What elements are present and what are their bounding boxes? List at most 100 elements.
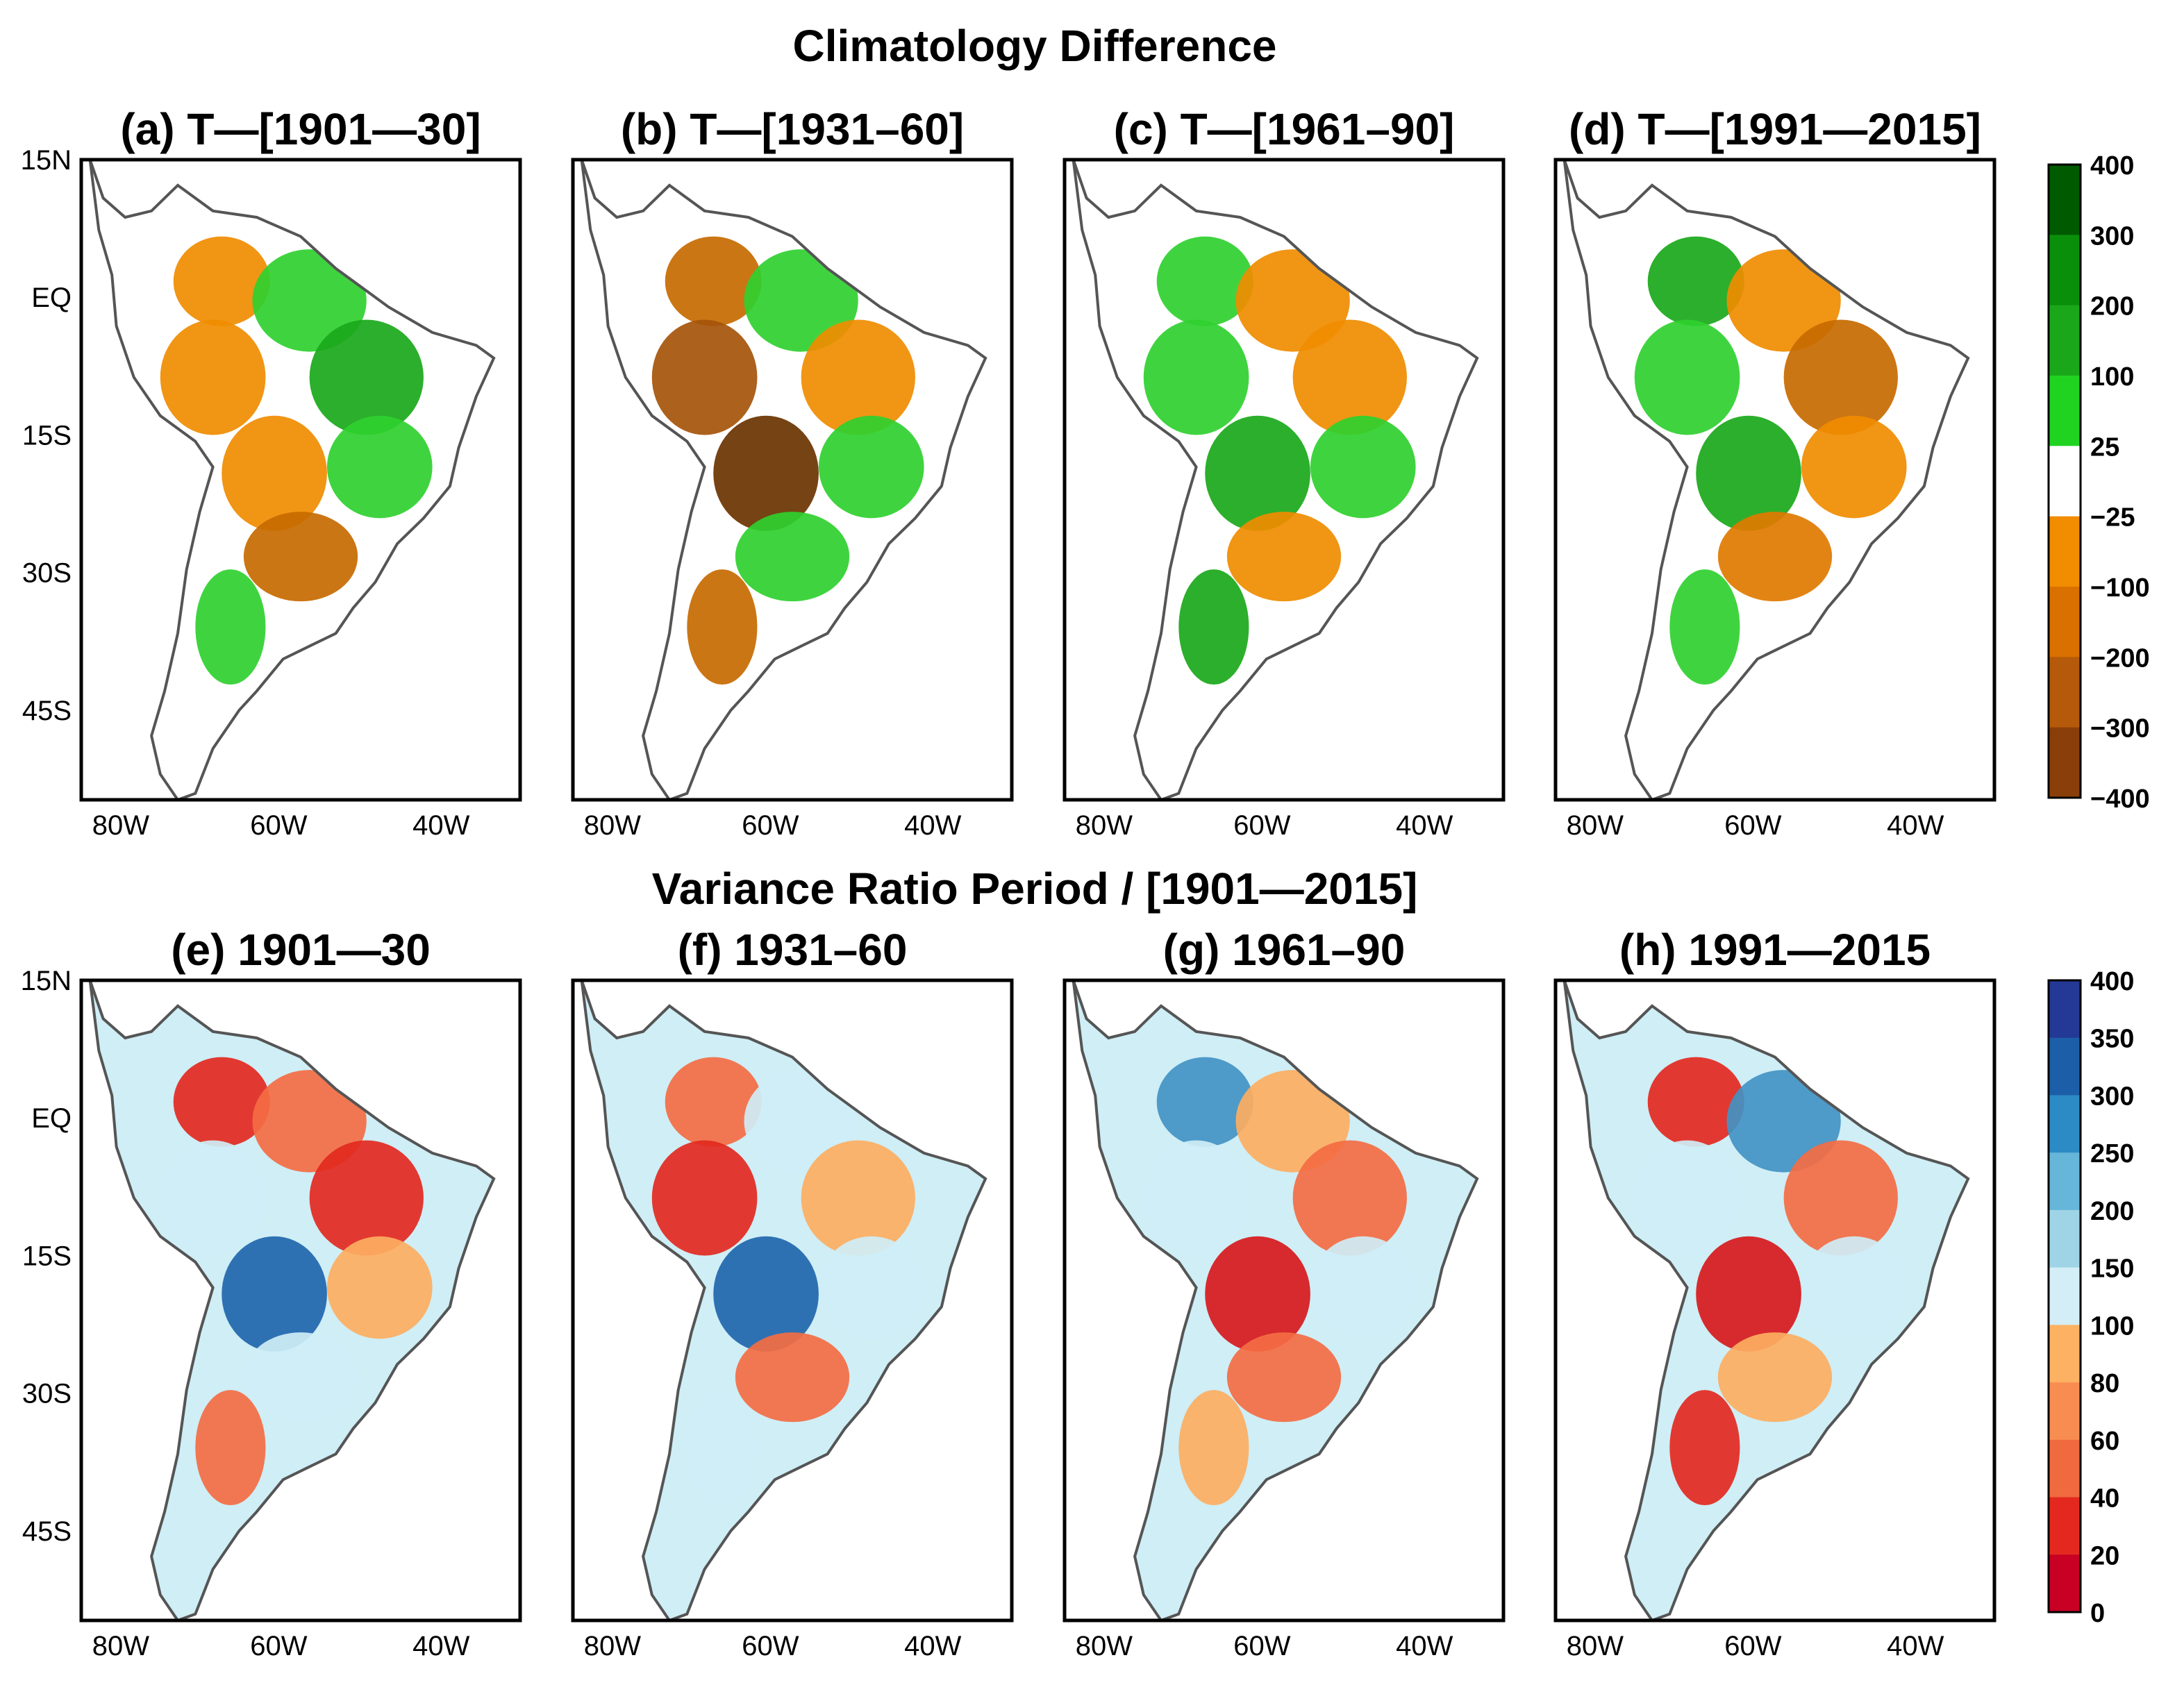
coastline [1072,980,1479,1623]
lon-tick-label: 40W [904,810,961,841]
panel-title: (d) T—[1991—2015] [1569,104,1981,154]
shading-region [735,1332,850,1423]
shading-region [1226,1332,1342,1423]
shading-region [1783,319,1898,435]
lon-tick-label: 60W [742,810,799,841]
shading-region [1156,1057,1253,1147]
field-shading [1634,236,1907,685]
colorbar-swatch [2049,305,2081,376]
shading-region [1669,569,1740,685]
panel-frame [1553,158,1997,802]
colorbar-label: 300 [2090,1082,2134,1111]
shading-region [651,319,758,435]
shading-region [1310,415,1416,519]
shading-region [1726,249,1841,352]
map-panel-6: (f) 1931–60 80W 60W 40W [571,925,1014,1661]
map-panels: (a) T—[1901—30] 80W 60W 40W 15N EQ 15S 30S 45S (b… [21,104,1997,1661]
lat-tick-label: 15N [21,966,72,996]
map-panel-1: (a) T—[1901—30] 80W 60W 40W 15N EQ 15S 30S 45S [21,104,522,841]
shading-region [309,1140,424,1256]
shading-region [1696,415,1801,531]
colorbar-swatch [2049,727,2081,798]
shading-region [1178,1390,1249,1506]
shading-region [1696,1236,1801,1352]
coastline [580,980,987,1623]
colorbar-label: 350 [2090,1025,2134,1054]
shading-region [1292,1140,1407,1256]
shading-region [1156,236,1253,326]
shading-region [1783,1140,1898,1256]
colorbar-label: −100 [2090,573,2150,603]
shading-region [160,1140,266,1256]
field-shading [1143,1057,1416,1506]
shading-region [173,1057,270,1147]
lon-tick-label: 60W [1724,810,1781,841]
lat-tick-label: EQ [31,1103,72,1134]
shading-region [735,512,850,602]
shading-region [1647,236,1744,326]
shading-region [252,249,367,352]
shading-region [1717,1332,1833,1423]
lon-tick-label: 60W [250,810,307,841]
shading-region [687,569,758,685]
panel-title: (a) T—[1901—30] [120,104,481,154]
coastline [1072,159,1479,802]
lon-tick-label: 40W [1887,1631,1944,1661]
lat-tick-label: 45S [22,696,72,726]
map-panel-7: (g) 1961–90 80W 60W 40W [1062,925,1506,1661]
panel-frame [571,978,1014,1623]
shading-region [744,1070,858,1173]
field-shading [160,1057,433,1506]
panel-title: (b) T—[1931–60] [621,104,964,154]
shading-region [243,512,358,602]
shading-region [1634,1140,1740,1256]
lon-tick-label: 80W [1567,810,1624,841]
colorbar-swatch [2049,1209,2081,1268]
colorbar-label: 0 [2090,1599,2105,1628]
bottom-section-title: Variance Ratio Period / [1901—2015] [652,864,1418,914]
field-shading [651,236,924,685]
colorbar-swatch [2049,1439,2081,1498]
shading-region [744,249,858,352]
lon-tick-label: 80W [92,1631,149,1661]
lon-tick-label: 60W [1233,1631,1290,1661]
lon-tick-label: 80W [1076,1631,1133,1661]
lon-tick-label: 60W [1724,1631,1781,1661]
lat-tick-label: 30S [22,1379,72,1409]
colorbar-frame [2047,979,2082,1613]
colorbar-swatch [2049,1037,2081,1096]
panel-frame [79,158,522,802]
colorbar-label: 400 [2090,967,2134,996]
coastline [1562,980,1970,1623]
colorbar-swatch [2049,1325,2081,1383]
colorbar-label: −300 [2090,714,2150,744]
shading-region [1178,569,1249,685]
shading-region [1292,319,1407,435]
colorbar-label: −400 [2090,785,2150,814]
colorbar-label: −200 [2090,644,2150,673]
shading-region [1226,512,1342,602]
colorbar-swatch [2049,1382,2081,1441]
shading-region [1669,1390,1740,1506]
lon-tick-label: 40W [412,810,469,841]
lon-tick-label: 40W [1396,1631,1453,1661]
panel-frame [1062,158,1506,802]
lat-tick-label: EQ [31,283,72,313]
map-panel-3: (c) T—[1961–90] 80W 60W 40W [1062,104,1506,841]
shading-region [687,1390,758,1506]
lon-tick-label: 80W [584,1631,641,1661]
colorbars: 40030020010025−25−100−200−300−4004003503… [2047,151,2150,1628]
lon-tick-label: 60W [1233,810,1290,841]
colorbar-label: 40 [2090,1484,2119,1514]
shading-region [326,1236,433,1339]
shading-region [222,1236,327,1352]
colorbar-swatch [2049,1497,2081,1555]
shading-region [1634,319,1740,435]
lon-tick-label: 40W [1887,810,1944,841]
lon-tick-label: 80W [1567,1631,1624,1661]
map-panel-8: (h) 1991—2015 80W 60W 40W [1553,925,1997,1661]
panel-title: (f) 1931–60 [678,925,908,975]
colorbar-label: −25 [2090,503,2135,533]
colorbar-swatch [2049,235,2081,306]
colorbar-label: 60 [2090,1427,2119,1456]
